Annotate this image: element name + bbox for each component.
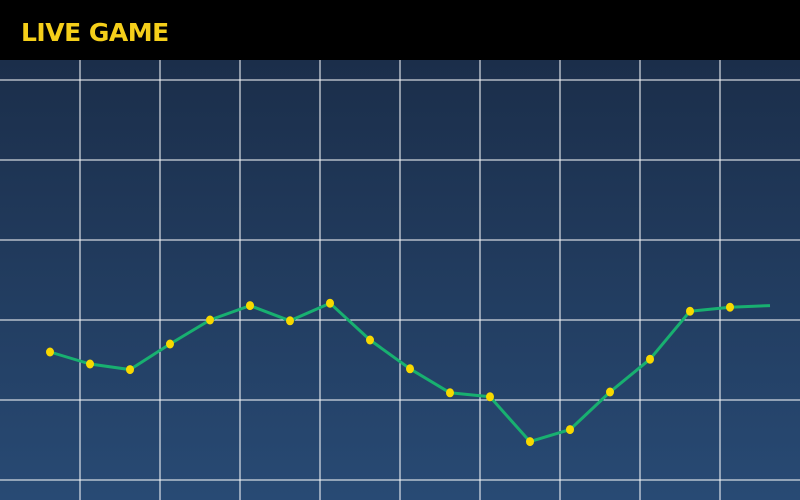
markers — [46, 298, 734, 447]
data-point — [166, 339, 174, 349]
data-point — [606, 387, 614, 397]
data-point — [406, 364, 414, 374]
data-point — [686, 306, 694, 316]
data-point — [726, 302, 734, 312]
header-bar: LIVE GAME — [0, 0, 800, 60]
game-title: LIVE GAME — [21, 18, 169, 47]
data-point — [526, 437, 534, 447]
data-point — [366, 335, 374, 345]
data-point — [326, 298, 334, 308]
data-point — [646, 354, 654, 364]
data-point — [286, 316, 294, 326]
data-point — [486, 392, 494, 402]
grid — [0, 60, 800, 500]
data-point — [86, 359, 94, 369]
data-point — [446, 388, 454, 398]
data-point — [126, 365, 134, 375]
data-point — [206, 315, 214, 325]
data-point — [246, 301, 254, 311]
data-point — [46, 347, 54, 357]
live-chart — [0, 60, 800, 500]
data-point — [566, 425, 574, 435]
